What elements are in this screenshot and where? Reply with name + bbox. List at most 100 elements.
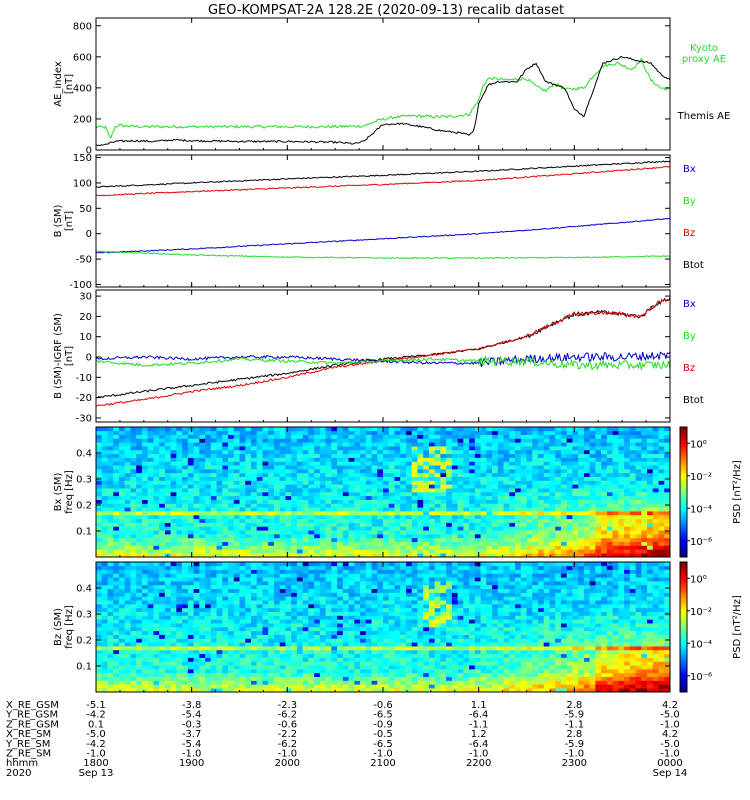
spectrogram-cell (371, 534, 378, 539)
spectrogram-cell (222, 476, 229, 481)
spectrogram-cell (216, 461, 223, 466)
spectrogram-cell (187, 562, 194, 567)
spectrogram-cell (624, 518, 631, 523)
spectrogram-cell (210, 480, 217, 485)
spectrogram-cell (113, 676, 120, 681)
spectrogram-cell (337, 472, 344, 477)
spectrogram-cell (325, 461, 332, 466)
spectrogram-cell (141, 480, 148, 485)
spectrogram-cell (216, 657, 223, 662)
spectrogram-cell (360, 530, 367, 535)
spectrogram-cell (302, 492, 309, 497)
spectrogram-cell (388, 545, 395, 550)
spectrogram-cell (469, 522, 476, 527)
spectrogram-cell (537, 453, 545, 458)
spectrogram-cell (595, 469, 602, 474)
spectrogram-cell (228, 545, 235, 550)
spectrogram-cell (153, 588, 160, 593)
spectrogram-cell (566, 495, 573, 500)
spectrogram-cell (503, 430, 510, 435)
spectrogram-cell (193, 446, 200, 451)
spectrogram-cell (664, 427, 671, 432)
spectrogram-cell (130, 619, 137, 624)
spectrogram-cell (118, 642, 125, 647)
spectrogram-cell (130, 669, 137, 674)
spectrogram-cell (291, 457, 298, 462)
spectrogram-cell (199, 619, 206, 624)
spectrogram-cell (480, 453, 487, 458)
spectrogram-cell (107, 465, 114, 470)
spectrogram-cell (549, 484, 556, 489)
spectrogram-cell (210, 438, 217, 443)
spectrogram-cell (199, 541, 206, 546)
spectrogram-cell (629, 553, 636, 558)
spectrogram-cell (319, 427, 326, 432)
spectrogram-cell (187, 507, 194, 512)
spectrogram-cell (96, 653, 103, 658)
spectrogram-cell (371, 492, 378, 497)
colorbar-step (680, 502, 687, 506)
spectrogram-cell (147, 476, 154, 481)
spectrogram-cell (164, 430, 171, 435)
spectrogram-cell (101, 553, 108, 558)
spectrogram-cell (285, 596, 292, 601)
spectrogram-cell (635, 472, 642, 477)
spectrogram-cell (509, 488, 516, 493)
spectrogram-cell (463, 457, 470, 462)
spectrogram-cell (262, 530, 269, 535)
spectrogram-cell (222, 676, 229, 681)
spectrogram-cell (147, 442, 154, 447)
spectrogram-cell (107, 488, 114, 493)
spectrogram-cell (233, 672, 240, 677)
spectrogram-cell (641, 442, 648, 447)
spectrogram-cell (136, 619, 143, 624)
spectrogram-cell (549, 472, 556, 477)
spectrogram-cell (555, 442, 562, 447)
spectrogram-cell (497, 434, 504, 439)
spectrogram-cell (113, 588, 120, 593)
spectrogram-cell (170, 569, 177, 574)
spectrogram-cell (365, 511, 372, 516)
spectrogram-cell (141, 680, 148, 685)
spectrogram-cell (273, 469, 280, 474)
spectrogram-cell (124, 569, 131, 574)
spectrogram-cell (285, 665, 292, 670)
spectrogram-cell (239, 642, 246, 647)
colorbar-step (680, 522, 687, 525)
spectrogram-cell (469, 553, 476, 558)
spectrogram-cell (250, 549, 258, 554)
spectrogram-cell (532, 480, 539, 485)
spectrogram-cell (256, 453, 263, 458)
spectrogram-cell (520, 438, 527, 443)
spectrogram-cell (647, 541, 654, 546)
y-tick-label: 800 (73, 21, 92, 32)
spectrogram-cell (308, 526, 315, 531)
spectrogram-cell (451, 549, 458, 554)
spectrogram-cell (486, 537, 493, 542)
spectrogram-cell (658, 492, 665, 497)
spectrogram-cell (118, 430, 125, 435)
spectrogram-cell (566, 438, 573, 443)
spectrogram-cell (256, 488, 263, 493)
spectrogram-cell (658, 530, 665, 535)
spectrogram-cell (141, 457, 148, 462)
spectrogram-cell (612, 461, 619, 466)
spectrogram-cell (205, 488, 212, 493)
spectrogram-cell (503, 530, 510, 535)
spectrogram-cell (239, 446, 246, 451)
spectrogram-cell (147, 507, 154, 512)
spectrogram-cell (262, 630, 269, 635)
spectrogram-cell (239, 461, 246, 466)
spectrogram-cell (216, 449, 223, 455)
spectrogram-cell (405, 430, 412, 435)
spectrogram-cell (342, 541, 349, 546)
spectrogram-cell (543, 480, 550, 485)
spectrogram-cell (446, 476, 453, 481)
spectrogram-cell (199, 607, 206, 612)
spectrogram-cell (451, 503, 458, 508)
spectrogram-cell (411, 503, 418, 508)
spectrogram-cell (107, 604, 114, 609)
spectrogram-cell (589, 526, 596, 531)
spectrogram-cell (342, 469, 349, 474)
spectrogram-cell (469, 465, 476, 470)
